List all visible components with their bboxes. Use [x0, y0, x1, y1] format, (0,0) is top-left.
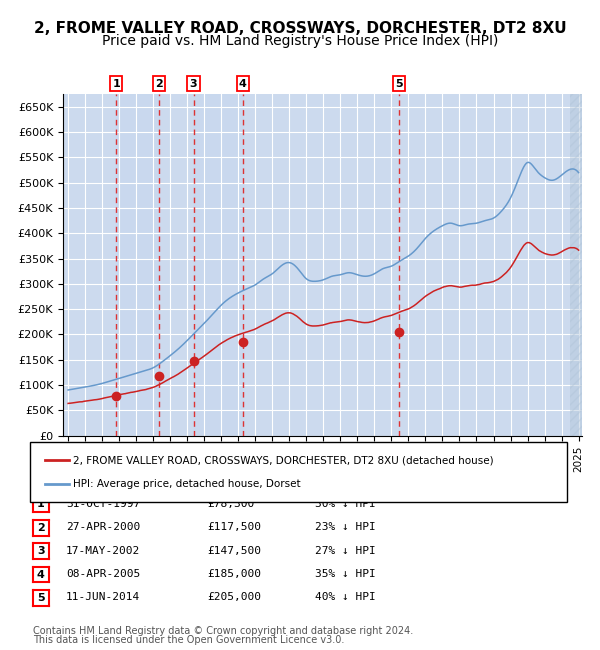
Text: 27-APR-2000: 27-APR-2000	[66, 522, 140, 532]
Text: 08-APR-2005: 08-APR-2005	[66, 569, 140, 579]
Text: 3: 3	[190, 79, 197, 88]
Text: Contains HM Land Registry data © Crown copyright and database right 2024.: Contains HM Land Registry data © Crown c…	[33, 626, 413, 636]
Text: 2, FROME VALLEY ROAD, CROSSWAYS, DORCHESTER, DT2 8XU: 2, FROME VALLEY ROAD, CROSSWAYS, DORCHES…	[34, 21, 566, 36]
Text: £205,000: £205,000	[207, 592, 261, 603]
Text: 5: 5	[37, 593, 44, 603]
Text: 11-JUN-2014: 11-JUN-2014	[66, 592, 140, 603]
Text: This data is licensed under the Open Government Licence v3.0.: This data is licensed under the Open Gov…	[33, 636, 344, 645]
Text: 27% ↓ HPI: 27% ↓ HPI	[315, 545, 376, 556]
Text: £185,000: £185,000	[207, 569, 261, 579]
Text: 1: 1	[37, 499, 44, 510]
Text: 23% ↓ HPI: 23% ↓ HPI	[315, 522, 376, 532]
Text: 1: 1	[112, 79, 120, 88]
Text: 2: 2	[155, 79, 163, 88]
Bar	[570, 94, 584, 436]
Text: 2: 2	[37, 523, 44, 533]
Text: 4: 4	[37, 569, 45, 580]
Text: 40% ↓ HPI: 40% ↓ HPI	[315, 592, 376, 603]
Text: Price paid vs. HM Land Registry's House Price Index (HPI): Price paid vs. HM Land Registry's House …	[102, 34, 498, 48]
Text: 30% ↓ HPI: 30% ↓ HPI	[315, 499, 376, 509]
Text: £147,500: £147,500	[207, 545, 261, 556]
Bar	[116, 94, 158, 436]
Text: 17-MAY-2002: 17-MAY-2002	[66, 545, 140, 556]
Text: 3: 3	[37, 546, 44, 556]
Text: 4: 4	[239, 79, 247, 88]
Text: 31-OCT-1997: 31-OCT-1997	[66, 499, 140, 509]
Text: 5: 5	[395, 79, 403, 88]
Text: 35% ↓ HPI: 35% ↓ HPI	[315, 569, 376, 579]
Text: 2, FROME VALLEY ROAD, CROSSWAYS, DORCHESTER, DT2 8XU (detached house): 2, FROME VALLEY ROAD, CROSSWAYS, DORCHES…	[73, 455, 494, 465]
Text: HPI: Average price, detached house, Dorset: HPI: Average price, detached house, Dors…	[73, 478, 301, 489]
Text: £78,300: £78,300	[207, 499, 254, 509]
Text: £117,500: £117,500	[207, 522, 261, 532]
Bar	[194, 94, 243, 436]
